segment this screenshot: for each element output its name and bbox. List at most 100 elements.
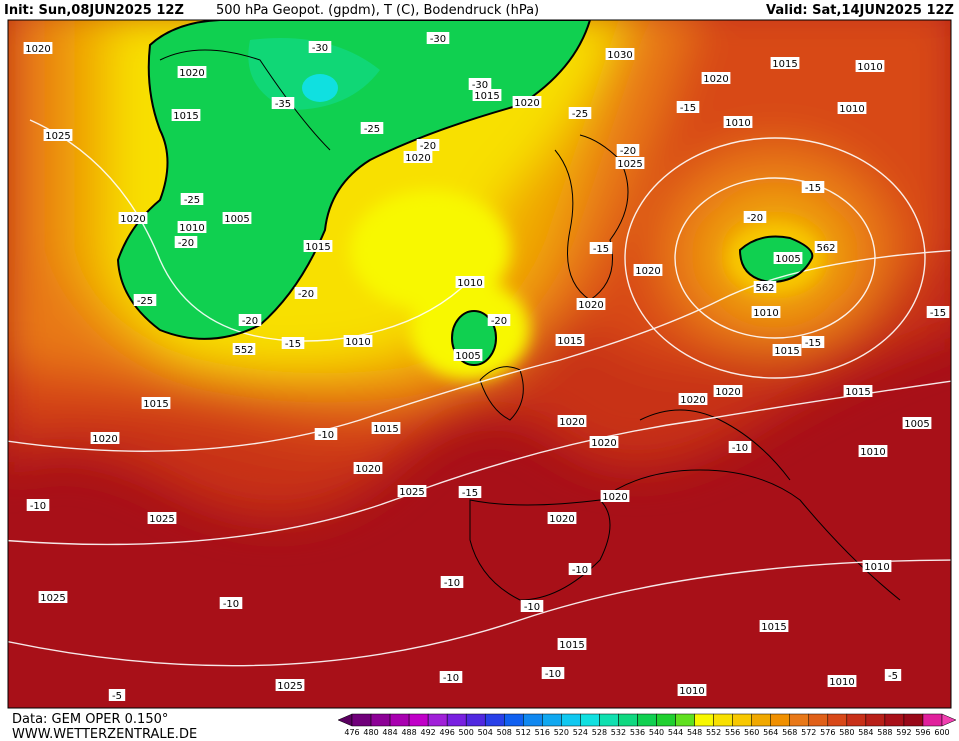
- label-box: [472, 89, 502, 101]
- isoline-label: 552: [234, 345, 253, 356]
- isoline-label: 1020: [715, 387, 740, 398]
- isoline-label: -10: [30, 501, 46, 512]
- isoline-label: -30: [430, 34, 446, 45]
- label-box: [751, 306, 781, 318]
- isoline-label: 1025: [399, 487, 424, 498]
- label-box: [902, 417, 932, 429]
- isoline-label: 1025: [617, 159, 642, 170]
- valid-time: Valid: Sat,14JUN2025 12Z: [766, 3, 954, 18]
- label-box: [814, 241, 838, 253]
- isoline-label: -20: [420, 141, 436, 152]
- isoline-label: 1015: [143, 399, 168, 410]
- isoline-label: -20: [620, 146, 636, 157]
- label-box: [343, 335, 373, 347]
- label-box: [108, 689, 126, 701]
- colorbar-tick-label: 584: [858, 728, 873, 737]
- isoline-label: -10: [572, 565, 588, 576]
- label-box: [753, 281, 777, 293]
- isoline-label: 562: [755, 283, 774, 294]
- label-box: [303, 240, 333, 252]
- label-box: [23, 42, 53, 54]
- isoline-label: -10: [223, 599, 239, 610]
- colorbar-tick-label: 600: [934, 728, 949, 737]
- label-box: [743, 211, 767, 223]
- label-box: [677, 684, 707, 696]
- isoline-label: 1020: [559, 417, 584, 428]
- colorbar-swatch: [618, 713, 638, 727]
- colorbar-tick-label: 588: [877, 728, 892, 737]
- isoline-label: -20: [242, 316, 258, 327]
- colorbar-tick-label: 576: [820, 728, 835, 737]
- label-box: [360, 122, 384, 134]
- colorbar-swatch: [675, 713, 695, 727]
- label-box: [238, 314, 262, 326]
- isoline-label: 1030: [607, 50, 632, 61]
- isoline-label: 1025: [40, 593, 65, 604]
- label-box: [600, 490, 630, 502]
- isoline-label: 1020: [602, 492, 627, 503]
- label-box: [855, 60, 885, 72]
- isoline-label: 1020: [120, 214, 145, 225]
- label-box: [171, 109, 201, 121]
- isoline-label: -30: [472, 80, 488, 91]
- colorbar-tick-label: 508: [497, 728, 512, 737]
- colorbar-swatch: [580, 713, 600, 727]
- isoline-label: 1010: [864, 562, 889, 573]
- label-box: [723, 116, 753, 128]
- isoline-label: -15: [930, 308, 946, 319]
- label-box: [676, 101, 700, 113]
- isoline-label: 1010: [345, 337, 370, 348]
- colorbar-tick-label: 564: [763, 728, 778, 737]
- isoline-label: 1020: [680, 395, 705, 406]
- label-box: [453, 349, 483, 361]
- init-time: Init: Sun,08JUN2025 12Z: [4, 3, 184, 18]
- isoline-label: 1020: [514, 98, 539, 109]
- isoline-label: -10: [732, 443, 748, 454]
- isoline-label: 1010: [179, 223, 204, 234]
- label-box: [589, 436, 619, 448]
- label-box: [520, 600, 544, 612]
- label-box: [773, 252, 803, 264]
- isoline-label: -15: [805, 183, 821, 194]
- colorbar-tick-label: 480: [363, 728, 378, 737]
- isoline-label: 1015: [305, 242, 330, 253]
- colorbar-tick-label: 540: [649, 728, 664, 737]
- isoline-label: -25: [572, 109, 588, 120]
- isoline-label: 1020: [578, 300, 603, 311]
- map-frame: [7, 19, 952, 709]
- isoline-label: -20: [747, 213, 763, 224]
- isoline-label: 1005: [775, 254, 800, 265]
- colorbar-swatch: [694, 713, 714, 727]
- colorbar-tick-label: 528: [592, 728, 607, 737]
- isoline-label: 1015: [557, 336, 582, 347]
- isoline-label: 1015: [761, 622, 786, 633]
- label-box: [701, 72, 731, 84]
- label-box: [547, 512, 577, 524]
- label-box: [38, 591, 68, 603]
- colorbar-swatch: [789, 713, 810, 727]
- colorbar-swatch: [389, 713, 410, 727]
- isoline-label: 1020: [25, 44, 50, 55]
- label-box: [926, 306, 950, 318]
- colorbar-tick-label: 544: [668, 728, 683, 737]
- colorbar-swatch: [599, 713, 619, 727]
- isoline-label: 1020: [703, 74, 728, 85]
- colorbar-swatch: [542, 713, 562, 727]
- label-box: [147, 512, 177, 524]
- colorbar-tick-label: 524: [573, 728, 588, 737]
- isoline-label: -10: [318, 430, 334, 441]
- isoline-label: 1005: [904, 419, 929, 430]
- isoline-label: 1015: [474, 91, 499, 102]
- label-box: [232, 343, 256, 355]
- label-box: [678, 393, 708, 405]
- label-box: [555, 334, 585, 346]
- isoline-label: 1020: [179, 68, 204, 79]
- label-box: [801, 336, 825, 348]
- colorbar-swatch: [561, 713, 581, 727]
- label-box: [557, 415, 587, 427]
- label-box: [487, 314, 511, 326]
- label-box: [90, 432, 120, 444]
